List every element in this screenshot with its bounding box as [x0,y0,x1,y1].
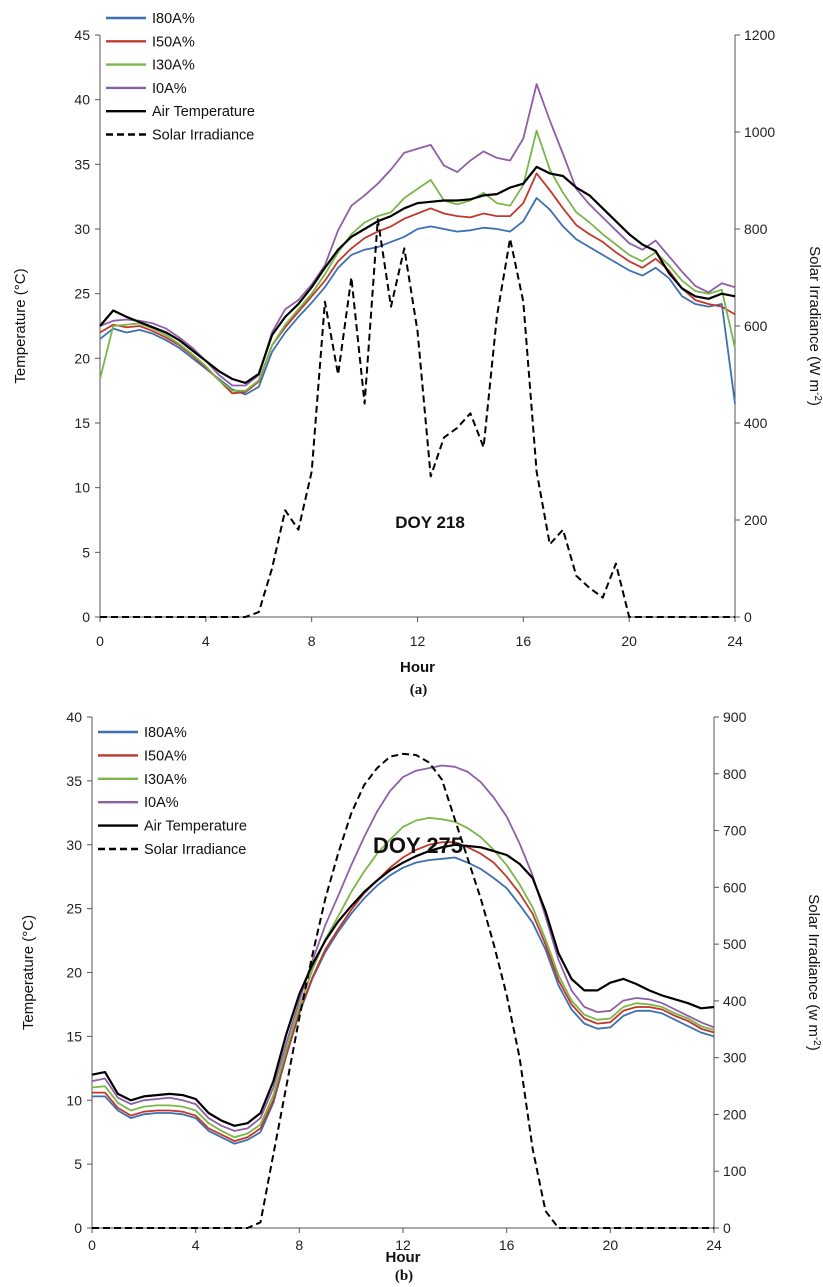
legend-label: I30A% [144,772,187,788]
y2-axis-title: Solar Irradiance (w m-2) [805,894,823,1050]
legend-label: I50A% [144,748,187,764]
y2-tick-label: 600 [744,318,768,334]
legend-label: I80A% [152,11,195,27]
y2-tick-label: 100 [723,1163,747,1179]
x-tick-label: 4 [192,1237,200,1253]
y-tick-label: 30 [66,837,82,853]
y-tick-label: 25 [66,901,82,917]
x-tick-label: 0 [88,1237,96,1253]
y-tick-label: 10 [66,1092,82,1108]
x-tick-label: 4 [202,633,210,649]
series-line-i80a- [92,856,715,1145]
y2-tick-label: 400 [744,415,768,431]
x-axis-title: Hour [386,1249,421,1266]
y2-tick-label: 900 [723,709,747,725]
y-tick-label: 35 [74,156,90,172]
y2-tick-label: 1000 [744,124,775,140]
doy-annotation: DOY 275 [373,833,463,858]
x-tick-label: 24 [706,1237,722,1253]
y-tick-label: 20 [74,350,90,366]
x-tick-label: 16 [516,633,532,649]
x-tick-label: 8 [308,633,316,649]
y2-tick-label: 1200 [744,27,775,43]
y-tick-label: 20 [66,965,82,981]
y-tick-label: 15 [74,415,90,431]
legend-label: I0A% [144,795,179,811]
legend-label: I50A% [152,34,195,50]
y-axis-title: Temperature (°C) [20,915,37,1030]
y-tick-label: 15 [66,1028,82,1044]
y-tick-label: 0 [82,609,90,625]
panel-caption: (a) [410,682,428,698]
y2-tick-label: 200 [723,1106,747,1122]
x-tick-label: 16 [499,1237,515,1253]
x-tick-label: 12 [410,633,426,649]
y-tick-label: 5 [82,544,90,560]
y-tick-label: 5 [74,1156,82,1172]
legend-label: Air Temperature [144,819,247,835]
x-tick-label: 12 [395,1237,411,1253]
series-line-i80a- [99,197,736,404]
chart-panel-b: 0510152025303540010020030040050060070080… [20,709,823,1284]
y2-tick-label: 600 [723,879,747,895]
x-tick-label: 20 [621,633,637,649]
y-tick-label: 35 [66,773,82,789]
y-tick-label: 0 [74,1220,82,1236]
x-tick-label: 24 [727,633,743,649]
y-tick-label: 10 [74,480,90,496]
y-tick-label: 40 [74,92,90,108]
series-line-i30a- [99,129,736,392]
x-axis-title: Hour [400,659,435,676]
x-tick-label: 8 [295,1237,303,1253]
legend-label: Solar Irradiance [144,842,246,858]
series-line-i30a- [91,817,715,1139]
series-line-air-temperature [99,165,736,384]
y2-axis-title: Solar Irradiance (W m-2) [806,246,823,406]
series-line-solar-irradiance [92,752,714,1229]
y-tick-label: 40 [66,709,82,725]
y2-tick-label: 800 [744,221,768,237]
legend-label: I0A% [152,81,187,97]
doy-annotation: DOY 218 [395,513,465,532]
x-tick-label: 20 [603,1237,619,1253]
y2-tick-label: 0 [723,1220,731,1236]
legend-label: Air Temperature [152,104,255,120]
y2-tick-label: 800 [723,766,747,782]
legend-label: I80A% [144,725,187,741]
series-line-i50a- [92,841,715,1142]
legend-label: Solar Irradiance [152,128,254,144]
y-tick-label: 30 [74,221,90,237]
legend-label: I30A% [152,58,195,74]
chart-panel-a: 0 5 10 15 20 25 30 35 40 45 0 200 400 600 800 1000 1200 0… [12,11,823,698]
y2-tick-label: 400 [723,993,747,1009]
y2-tick-label: 700 [723,823,747,839]
panel-caption: (b) [395,1268,413,1284]
series-line-i0a- [91,764,715,1132]
y2-tick-label: 300 [723,1050,747,1066]
y-tick-label: 25 [74,286,90,302]
y2-tick-label: 0 [744,609,752,625]
series-line-air-temperature [91,843,715,1127]
y-axis-title: Temperature (°C) [12,268,29,383]
y2-tick-label: 500 [723,936,747,952]
x-tick-label: 0 [96,633,104,649]
series-line-solar-irradiance [100,218,735,618]
y2-tick-label: 200 [744,512,768,528]
y-tick-label: 45 [74,27,90,43]
